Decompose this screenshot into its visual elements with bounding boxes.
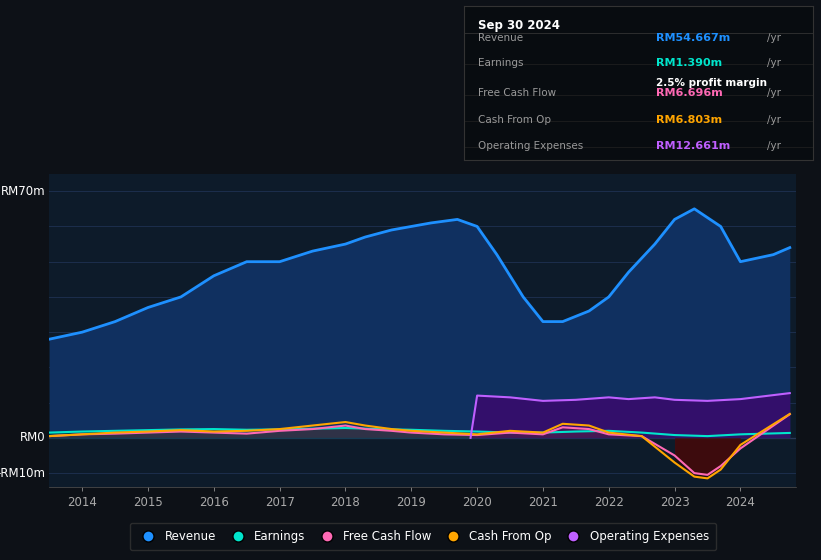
Text: /yr: /yr	[768, 141, 782, 151]
Text: Cash From Op: Cash From Op	[478, 115, 551, 124]
Legend: Revenue, Earnings, Free Cash Flow, Cash From Op, Operating Expenses: Revenue, Earnings, Free Cash Flow, Cash …	[130, 523, 716, 550]
Text: RM12.661m: RM12.661m	[656, 141, 730, 151]
Text: RM1.390m: RM1.390m	[656, 58, 722, 68]
Text: /yr: /yr	[768, 33, 782, 43]
Text: /yr: /yr	[768, 115, 782, 124]
Text: Sep 30 2024: Sep 30 2024	[478, 20, 560, 32]
Text: -RM10m: -RM10m	[0, 466, 45, 479]
Text: /yr: /yr	[768, 58, 782, 68]
Text: Operating Expenses: Operating Expenses	[478, 141, 583, 151]
Text: RM0: RM0	[20, 431, 45, 445]
Text: /yr: /yr	[768, 88, 782, 99]
Text: RM54.667m: RM54.667m	[656, 33, 730, 43]
Text: RM70m: RM70m	[1, 185, 45, 198]
Text: Free Cash Flow: Free Cash Flow	[478, 88, 556, 99]
Text: RM6.696m: RM6.696m	[656, 88, 722, 99]
Text: 2.5% profit margin: 2.5% profit margin	[656, 78, 767, 87]
Text: Earnings: Earnings	[478, 58, 523, 68]
Text: Revenue: Revenue	[478, 33, 523, 43]
Text: RM6.803m: RM6.803m	[656, 115, 722, 124]
